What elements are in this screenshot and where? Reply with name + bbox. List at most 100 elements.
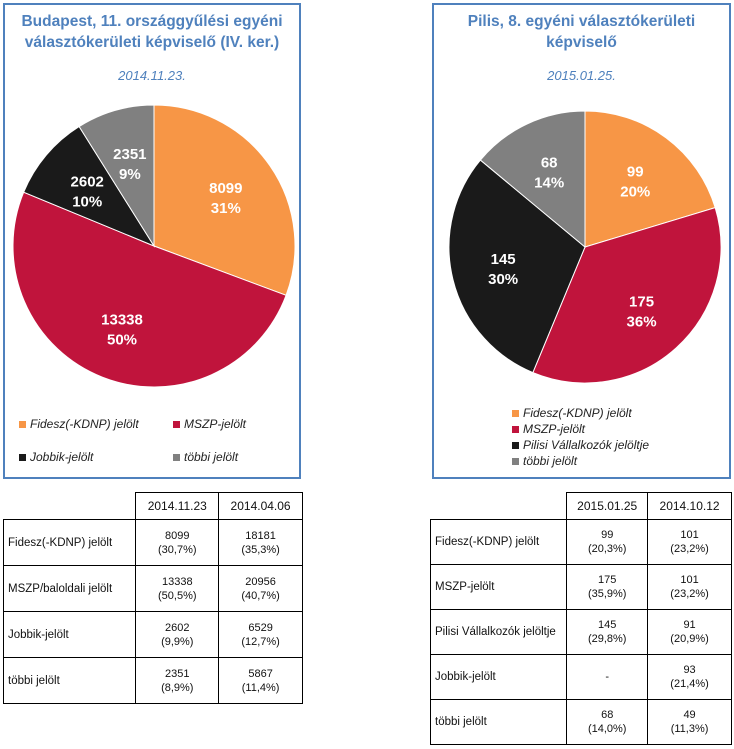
pie-slice-mszp-jelolt [12,191,287,388]
table-cell: 101 (23,2%) [647,519,732,565]
cell-value: 101 [680,529,699,541]
table-row-label: Jobbik-jelölt [429,654,568,700]
cell-value: 20956 [245,575,276,588]
table-row-label: Fidesz(-KDNP) jelölt [2,519,137,566]
cell-value: 2602 [165,621,190,634]
table-row: Fidesz(-KDNP) jelölt 8099 (30,7%) 18181 (3… [2,519,303,566]
cell-value: 93 [683,664,696,676]
legend-swatch-mszp [512,425,519,433]
slice-value-label: 2351 [113,146,146,163]
legend-label: Jobbik-jelölt [30,450,94,464]
cell-value: 91 [683,619,696,631]
slice-value-label: 13338 [101,311,143,328]
right-legend-item-1: MSZP-jelölt [512,422,585,436]
table-row-label: többi jelölt [429,699,568,745]
left-results-table: 2014.11.23 2014.04.06 Fidesz(-KDNP) jelö… [2,492,303,704]
table-cell: 8099 (30,7%) [135,519,220,566]
table-header-cell: 2015.01.25 [566,492,649,520]
slice-percent-label: 14% [534,175,564,192]
left-chart-title-line1: Budapest, 11. országgyűlési egyéni [21,13,283,30]
cell-value: 68 [601,709,614,721]
pie-slice-tobbi-jelolt [78,104,155,248]
legend-swatch-pilisi [512,441,519,449]
cell-value: 18181 [245,529,276,542]
table-row: Jobbik-jelölt 2602 (9,9%) 6529 (12,7%) [2,611,303,658]
left-legend-item-0: Fidesz(-KDNP) jelölt [19,417,139,431]
legend-label: Fidesz(-KDNP) jelölt [30,417,139,431]
slice-percent-label: 10% [72,194,102,211]
right-results-table: 2015.01.25 2014.10.12 Fidesz(-KDNP) jelö… [429,492,732,745]
slice-value-label: 175 [629,294,654,311]
cell-percent: (11,3%) [670,723,709,735]
table-row-label: Pilisi Vállalkozók jelöltje [429,609,568,655]
pie-slice-tobbi-jelolt [479,110,586,249]
left-chart-title-line2: választókerületi képviselő (IV. ker.) [24,34,280,51]
pie-slice-fidesz-kdnp-jelolt [153,104,296,296]
cell-value: 145 [598,619,617,631]
cell-value: 5867 [248,667,273,680]
cell-percent: (21,4%) [670,678,709,690]
table-cell: 68 (14,0%) [566,699,649,745]
cell-percent: (20,9%) [670,633,709,645]
right-chart-title: Pilis, 8. egyéni választókerületi képvis… [434,11,729,53]
table-cell: 18181 (35,3%) [218,519,303,566]
left-pie-chart: 8099 31% 13338 50% 2602 10% 2351 9% [12,104,296,388]
right-chart-date: 2015.01.25. [547,68,616,83]
table-row: többi jelölt 2351 (8,9%) 5867 (11,4%) [2,657,303,704]
left-chart-title: Budapest, 11. országgyűlési egyéni válas… [5,11,299,53]
table-header-cell: 2014.10.12 [647,492,732,520]
table-cell: 20956 (40,7%) [218,565,303,612]
table-header-cell: 2014.04.06 [218,492,303,520]
cell-value: 101 [680,574,699,586]
pie-slice-jobbik-jelolt [23,125,156,248]
table-header-row: 2015.01.25 2014.10.12 [430,492,732,520]
table-row-label: MSZP-jelölt [429,564,568,610]
table-cell: 6529 (12,7%) [218,611,303,658]
slice-value-label: 145 [491,251,516,268]
slice-percent-label: 30% [488,271,518,288]
cell-value: 8099 [165,529,190,542]
right-legend-item-0: Fidesz(-KDNP) jelölt [512,406,632,420]
table-corner-cell [430,492,568,520]
slice-percent-label: 50% [107,331,137,348]
right-chart-panel: Pilis, 8. egyéni választókerületi képvis… [432,3,731,479]
cell-value: 99 [601,529,614,541]
slice-percent-label: 20% [620,183,650,200]
table-row-label: többi jelölt [2,657,137,704]
legend-label: többi jelölt [523,454,578,468]
table-row: többi jelölt 68 (14,0%) 49 (11,3%) [429,699,732,745]
right-legend-item-3: többi jelölt [512,454,577,468]
pie-slice-pilisi-vallalkozok-jeloltje [448,159,586,374]
cell-percent: (12,7%) [241,635,280,648]
table-row: MSZP/baloldali jelölt 13338 (50,5%) 20956… [2,565,303,612]
slice-value-label: 99 [627,163,644,180]
table-cell: 93 (21,4%) [647,654,732,700]
legend-label: Fidesz(-KDNP) jelölt [523,406,632,420]
left-legend-item-3: többi jelölt [173,450,238,464]
cell-value: 13338 [161,575,193,588]
cell-value: 175 [598,574,617,586]
cell-percent: (20,3%) [587,543,627,555]
cell-percent: (23,2%) [670,588,709,600]
legend-swatch-tobbi [173,453,180,461]
legend-swatch-mszp [173,420,180,428]
legend-swatch-tobbi [512,457,519,465]
right-pie-chart: 99 20% 175 36% 145 30% 68 14% [448,110,722,384]
table-corner-cell [3,492,137,520]
table-header-row: 2014.11.23 2014.04.06 [3,492,303,520]
table-row: Jobbik-jelölt - 93 (21,4%) [429,654,732,700]
slice-value-label: 8099 [209,180,242,197]
table-row-label: MSZP/baloldali jelölt [2,565,137,612]
left-legend-item-1: MSZP-jelölt [173,417,246,431]
left-legend-item-2: Jobbik-jelölt [19,450,93,464]
table-row: MSZP-jelölt 175 (35,9%) 101 (23,2%) [429,564,732,610]
pie-slice-fidesz-kdnp-jelolt [584,110,716,248]
slice-percent-label: 9% [119,166,141,183]
table-cell: 145 (29,8%) [566,609,649,655]
cell-percent: (9,9%) [161,635,194,648]
cell-percent: (35,3%) [241,543,280,556]
table-cell: 2351 (8,9%) [135,657,220,704]
cell-percent: (14,0%) [587,723,627,735]
right-chart-title-line2: képviselő [546,34,617,51]
slice-value-label: 2602 [71,174,104,191]
